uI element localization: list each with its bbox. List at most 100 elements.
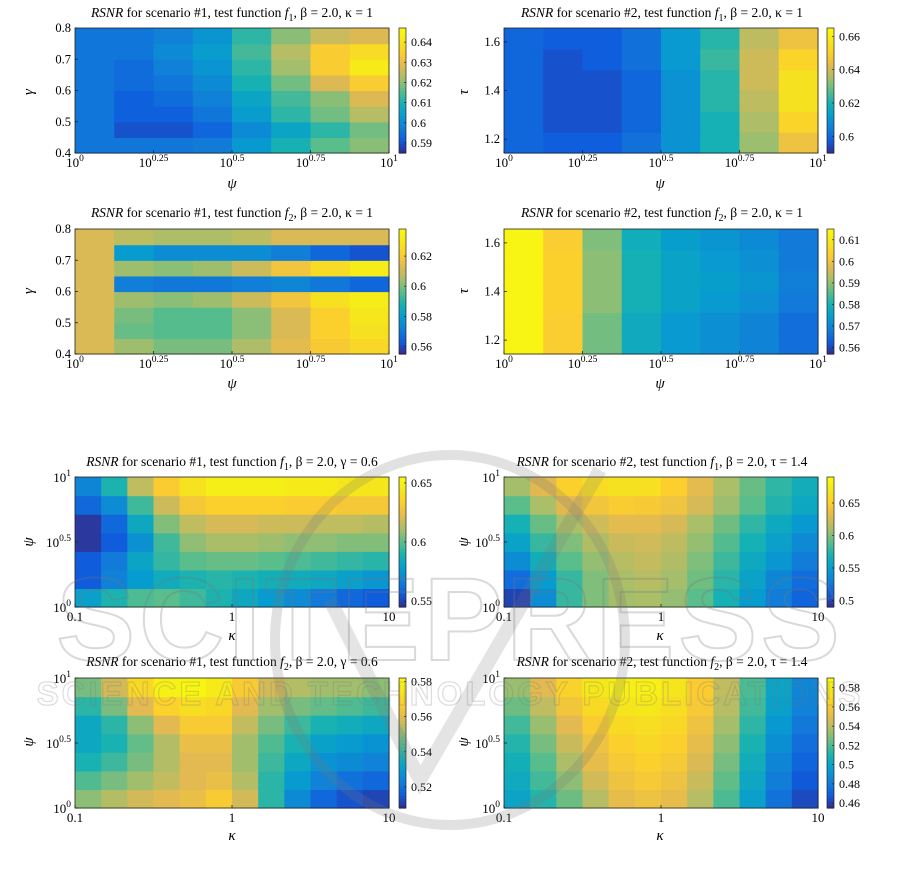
heatmap-cell — [153, 244, 194, 261]
colorbar-segment — [399, 687, 406, 692]
colorbar-segment — [399, 577, 406, 582]
heatmap-cell — [713, 569, 741, 590]
heatmap-cell — [778, 229, 819, 251]
colorbar-segment — [827, 749, 834, 754]
heatmap-cell — [556, 715, 584, 735]
colorbar-segment — [827, 739, 834, 744]
heatmap-cell — [284, 715, 312, 735]
heatmap-cell — [661, 715, 688, 735]
colorbar-segment — [399, 319, 406, 324]
heatmap-cell — [284, 770, 312, 791]
x-axis-label: ψ — [227, 176, 237, 192]
heatmap-cell — [310, 59, 351, 76]
heatmap-cell — [101, 789, 128, 809]
colorbar-segment — [399, 516, 406, 520]
colorbar-segment — [827, 743, 834, 747]
colorbar-segment — [827, 74, 834, 79]
title-param: τ = 1.4 — [771, 654, 808, 669]
colorbar-segment — [827, 56, 834, 60]
heatmap-cell — [608, 733, 636, 753]
heatmap-cell — [661, 229, 701, 251]
heatmap-cell — [153, 106, 194, 123]
heatmap-cell — [127, 477, 155, 497]
heatmap-cell — [232, 588, 259, 608]
y-tick-label: 100.5 — [46, 735, 71, 751]
heatmap-cell — [582, 69, 623, 92]
tick-base: 10 — [296, 155, 309, 170]
tick-base: 10 — [53, 801, 66, 816]
heatmap-cell — [582, 132, 623, 154]
x-tick-label: 100 — [495, 355, 513, 371]
colorbar-frame — [398, 228, 407, 355]
heatmap-cell — [765, 495, 793, 515]
colorbar-segment — [827, 542, 834, 546]
tick-base: 10 — [649, 155, 662, 170]
heatmap-cell — [778, 291, 819, 313]
heatmap-cell — [687, 551, 714, 571]
heatmap-cell — [661, 733, 688, 753]
heatmap-cell — [101, 569, 128, 590]
heatmap-cell — [739, 69, 780, 92]
heatmap-cell — [271, 291, 312, 308]
colorbar-segment — [399, 68, 406, 73]
heatmap-cell — [530, 514, 557, 534]
heatmap-cell — [284, 569, 312, 590]
heatmap-cell — [504, 28, 544, 50]
colorbar-tick-label: 0.48 — [839, 777, 860, 791]
heatmap-cell — [543, 270, 584, 293]
x-axis-label: κ — [656, 828, 664, 844]
title-rsnr: RSNR — [516, 654, 550, 669]
colorbar-segment — [827, 584, 834, 589]
colorbar-tick-label: 0.62 — [411, 249, 432, 263]
heatmap-panel-2: RSNR for scenario #2, test function f1, … — [456, 5, 860, 192]
colorbar-tick-label: 0.56 — [411, 710, 432, 724]
heatmap-cell — [75, 514, 102, 534]
title-function-subscript: 2 — [284, 662, 289, 673]
colorbar-segment — [827, 291, 834, 296]
heatmap-cell — [687, 696, 714, 716]
heatmap-cell — [310, 551, 338, 571]
heatmap-cell — [232, 696, 259, 716]
colorbar-segment — [827, 798, 834, 803]
colorbar-segment — [399, 532, 406, 537]
heatmap-cell — [271, 244, 312, 261]
colorbar: 0.52 0.54 0.56 0.58 — [398, 675, 432, 809]
heatmap-cell — [336, 752, 364, 772]
colorbar-segment — [399, 717, 406, 721]
colorbar-segment — [399, 232, 406, 236]
heatmap-cell — [582, 477, 610, 497]
colorbar-segment — [399, 785, 406, 790]
tick-exponent: 0.75 — [309, 355, 326, 365]
y-axis-label: γ — [21, 88, 37, 95]
colorbar-segment — [399, 46, 406, 51]
y-tick-label: 100 — [482, 599, 500, 615]
x-tick-label: 10 — [812, 609, 825, 624]
chart-title: RSNR for scenario #2, test function f1, … — [520, 5, 803, 24]
heatmap-cell — [362, 696, 390, 716]
heatmap-cell — [75, 137, 115, 154]
heatmap-cell — [739, 715, 767, 735]
colorbar-tick-label: 0.65 — [411, 476, 432, 490]
colorbar-segment — [827, 538, 834, 543]
heatmap-cell — [232, 551, 259, 571]
heatmap-cell — [791, 588, 819, 608]
colorbar-segment — [827, 516, 834, 520]
colorbar-segment — [399, 250, 406, 255]
heatmap-cell — [504, 789, 531, 809]
heatmap-cell — [75, 789, 102, 809]
colorbar-tick-label: 0.6 — [411, 279, 426, 293]
colorbar-segment — [399, 723, 406, 728]
title-rsnr: RSNR — [85, 654, 119, 669]
heatmap-cell — [349, 307, 390, 324]
heatmap-cell — [114, 121, 155, 138]
x-tick-label: 0.1 — [67, 609, 83, 624]
colorbar-segment — [827, 269, 834, 274]
heatmap-cell — [310, 28, 351, 45]
heatmap-cell — [504, 270, 544, 293]
colorbar-segment — [827, 756, 834, 760]
colorbar-segment — [827, 791, 834, 796]
colorbar-tick-label: 0.54 — [839, 719, 860, 733]
heatmap-cell — [661, 514, 688, 534]
heatmap-cell — [232, 752, 259, 772]
heatmap-cell — [582, 770, 610, 791]
